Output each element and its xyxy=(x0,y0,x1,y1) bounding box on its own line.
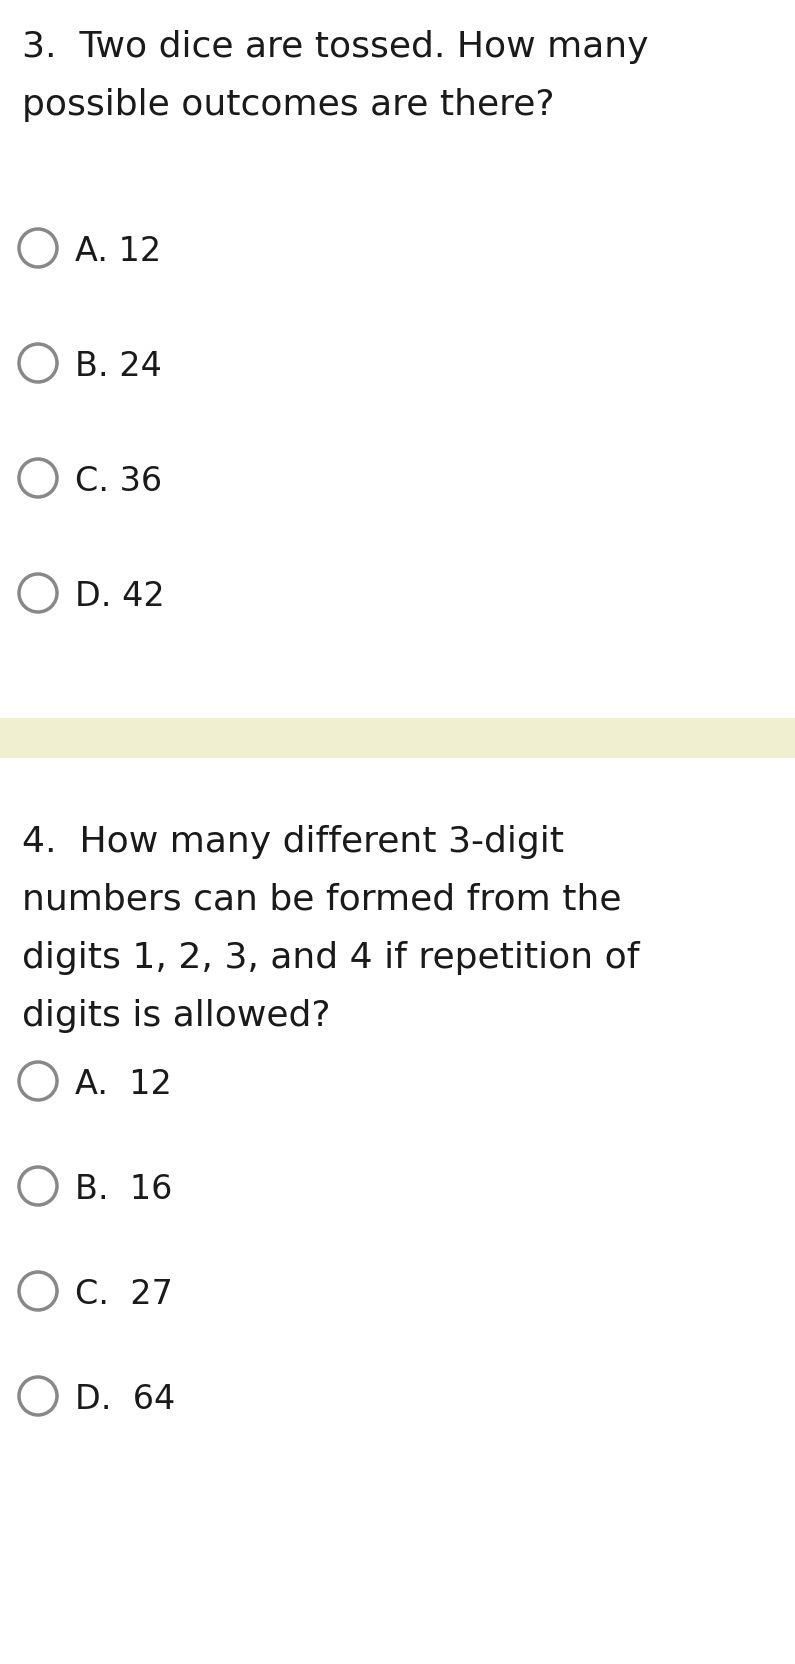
Text: A. 12: A. 12 xyxy=(75,235,161,268)
Text: digits is allowed?: digits is allowed? xyxy=(22,998,331,1033)
Text: B. 24: B. 24 xyxy=(75,349,162,383)
Text: 3.  Two dice are tossed. How many: 3. Two dice are tossed. How many xyxy=(22,30,649,63)
Text: digits 1, 2, 3, and 4 if repetition of: digits 1, 2, 3, and 4 if repetition of xyxy=(22,942,639,975)
Text: D. 42: D. 42 xyxy=(75,581,165,612)
Text: D.  64: D. 64 xyxy=(75,1383,175,1416)
Text: A.  12: A. 12 xyxy=(75,1068,172,1102)
Text: C. 36: C. 36 xyxy=(75,464,162,498)
Text: numbers can be formed from the: numbers can be formed from the xyxy=(22,884,622,917)
Text: possible outcomes are there?: possible outcomes are there? xyxy=(22,88,554,121)
Text: C.  27: C. 27 xyxy=(75,1278,173,1311)
Bar xyxy=(0,717,795,759)
Text: 4.  How many different 3-digit: 4. How many different 3-digit xyxy=(22,825,564,859)
Text: B.  16: B. 16 xyxy=(75,1173,173,1206)
